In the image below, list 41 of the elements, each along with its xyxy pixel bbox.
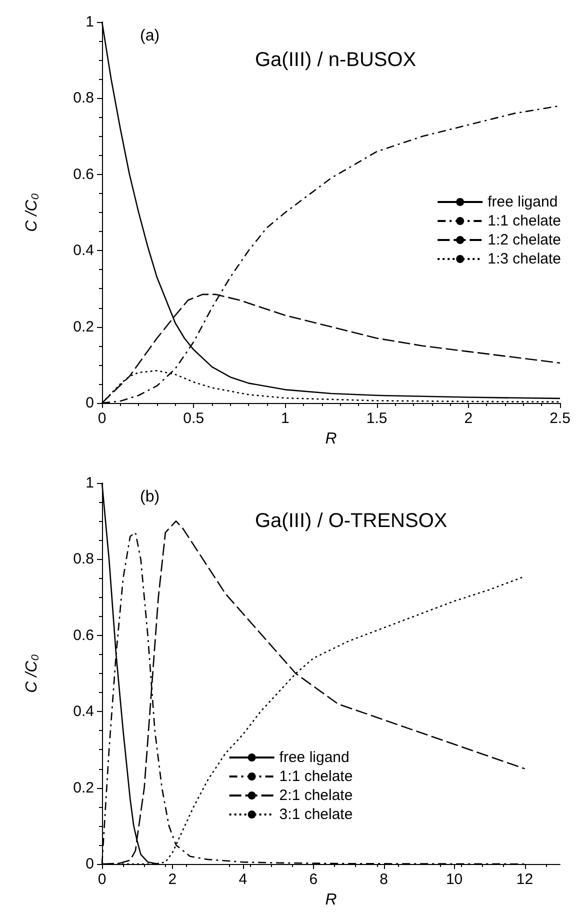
x-tick-label: 0 bbox=[98, 871, 106, 888]
x-tick-label: 1.5 bbox=[366, 410, 388, 427]
annotation: (a) bbox=[140, 28, 160, 44]
legend-label: 1:2 chelate bbox=[488, 232, 561, 248]
y-tick-label: 0 bbox=[86, 394, 94, 412]
y-tick-label: 0.4 bbox=[73, 242, 94, 260]
x-tick-label: 6 bbox=[309, 871, 318, 888]
annotation: (b) bbox=[140, 488, 160, 506]
legend-label: 3:1 chelate bbox=[279, 806, 353, 823]
legend-label: free ligand bbox=[279, 749, 350, 766]
x-tick-label: 2.5 bbox=[550, 410, 570, 427]
y-axis-title: C /C₀ bbox=[24, 192, 40, 232]
legend-label: 1:1 chelate bbox=[488, 212, 561, 230]
legend-label: 1:3 chelate bbox=[488, 250, 561, 268]
y-tick-label: 0.6 bbox=[73, 166, 94, 183]
legend-label: 2:1 chelate bbox=[279, 787, 353, 804]
x-axis-title: R bbox=[325, 430, 338, 448]
y-tick-label: 0.8 bbox=[73, 90, 94, 107]
text: Ga(III) / O-TRENSOX bbox=[255, 510, 448, 532]
y-tick-label: 0.2 bbox=[73, 779, 94, 796]
legend-label: 1:1 chelate bbox=[279, 768, 353, 785]
x-tick-label: 2 bbox=[464, 410, 473, 427]
y-tick-label: 0 bbox=[86, 856, 94, 872]
x-tick-label: 0 bbox=[98, 410, 106, 427]
x-tick-label: 4 bbox=[238, 871, 248, 888]
y-tick-label: 0.4 bbox=[73, 703, 94, 720]
y-tick-label: 0.2 bbox=[73, 318, 94, 336]
x-tick-label: 0.5 bbox=[183, 410, 204, 427]
x-tick-label: 2 bbox=[168, 871, 177, 888]
y-tick-label: 1 bbox=[86, 14, 94, 30]
y-tick-label: 0.6 bbox=[73, 626, 94, 644]
x-tick-label: 8 bbox=[380, 871, 388, 888]
text: Ga(III) / n-BUSOX bbox=[255, 49, 416, 71]
legend-label: free ligand bbox=[488, 194, 558, 210]
y-axis-title: C /C₀ bbox=[24, 654, 40, 693]
x-tick-label: 10 bbox=[446, 871, 463, 888]
x-axis-title: R bbox=[325, 891, 338, 908]
y-tick-label: 1 bbox=[86, 474, 94, 492]
y-tick-label: 0.8 bbox=[73, 550, 94, 568]
x-tick-label: 12 bbox=[516, 871, 534, 888]
x-tick-label: 1 bbox=[281, 410, 290, 427]
